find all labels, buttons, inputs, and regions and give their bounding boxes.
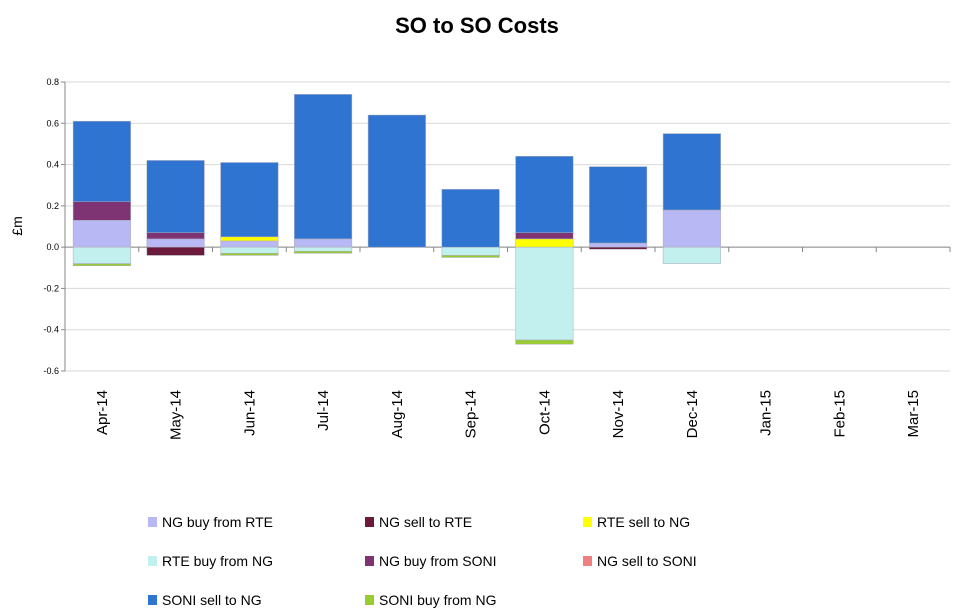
bar-segment [72, 120, 131, 202]
legend-swatch [365, 595, 374, 605]
x-tick-label: Jan-15 [758, 390, 775, 436]
legend-label: NG buy from SONI [379, 553, 496, 569]
bar-segment [294, 94, 353, 240]
x-tick-label: Mar-15 [905, 390, 922, 438]
legend-label: NG buy from RTE [162, 514, 273, 530]
x-tick-label: Oct-14 [536, 390, 553, 435]
bar-segment [662, 209, 721, 248]
legend-swatch [583, 517, 592, 527]
bar-segment [515, 238, 574, 248]
bar-segment [220, 240, 279, 248]
x-tick-label: Feb-15 [831, 390, 848, 438]
bar-segment [220, 246, 279, 254]
y-tick-label: 0.8 [46, 77, 59, 87]
x-tick-label: Nov-14 [610, 390, 627, 438]
legend-swatch [365, 517, 374, 527]
bar-segment [294, 246, 353, 252]
x-tick-label: Jul-14 [315, 390, 332, 431]
bar-segment [367, 114, 426, 248]
y-tick-label: 0.0 [46, 242, 59, 252]
x-tick-label: Dec-14 [684, 390, 701, 438]
chart-title: SO to SO Costs [395, 13, 559, 38]
bar-segment [662, 246, 721, 264]
bar-segment [146, 238, 205, 248]
bar-segment [589, 166, 648, 244]
bar-segment [294, 238, 353, 248]
legend-label: RTE sell to NG [597, 514, 690, 530]
y-tick-label: -0.2 [43, 283, 59, 293]
bar-segment [515, 246, 574, 341]
legend-label: SONI sell to NG [162, 592, 262, 608]
y-tick-label: 0.6 [46, 118, 59, 128]
legend-label: NG sell to RTE [379, 514, 472, 530]
bar-segment [220, 253, 279, 256]
bar-segment [589, 242, 648, 248]
legend-label: RTE buy from NG [162, 553, 273, 569]
bar-segment [441, 189, 500, 248]
bar-segment [294, 251, 353, 254]
bar-segment [515, 156, 574, 233]
legend-label: NG sell to SONI [597, 553, 697, 569]
y-tick-label: -0.6 [43, 366, 59, 376]
bar-segment [589, 246, 648, 250]
bar-segment [72, 263, 131, 266]
bar-segment [146, 232, 205, 240]
legend-swatch [148, 556, 157, 566]
bar-segment [515, 339, 574, 345]
x-tick-label: Apr-14 [94, 390, 111, 435]
x-tick-label: Sep-14 [463, 390, 480, 438]
bar-segment [441, 255, 500, 258]
bar-segment [220, 162, 279, 238]
bar-segment [72, 220, 131, 248]
y-tick-label: 0.4 [46, 160, 59, 170]
x-tick-label: Aug-14 [389, 390, 406, 438]
legend-swatch [148, 517, 157, 527]
y-tick-label: -0.4 [43, 325, 59, 335]
legend-swatch [365, 556, 374, 566]
legend-label: SONI buy from NG [379, 592, 496, 608]
bar-segment [146, 246, 205, 256]
bar-segment [146, 160, 205, 233]
bar-segment [220, 236, 279, 242]
x-tick-label: Jun-14 [241, 390, 258, 436]
y-tick-label: 0.2 [46, 201, 59, 211]
legend-swatch [583, 556, 592, 566]
bar-segment [515, 232, 574, 240]
bar-segment [72, 246, 131, 264]
y-axis-label: £m [9, 216, 25, 235]
bar-segment [441, 246, 500, 256]
bar-segment [662, 133, 721, 211]
legend-swatch [148, 595, 157, 605]
x-tick-label: May-14 [168, 390, 185, 440]
bar-segment [72, 201, 131, 221]
